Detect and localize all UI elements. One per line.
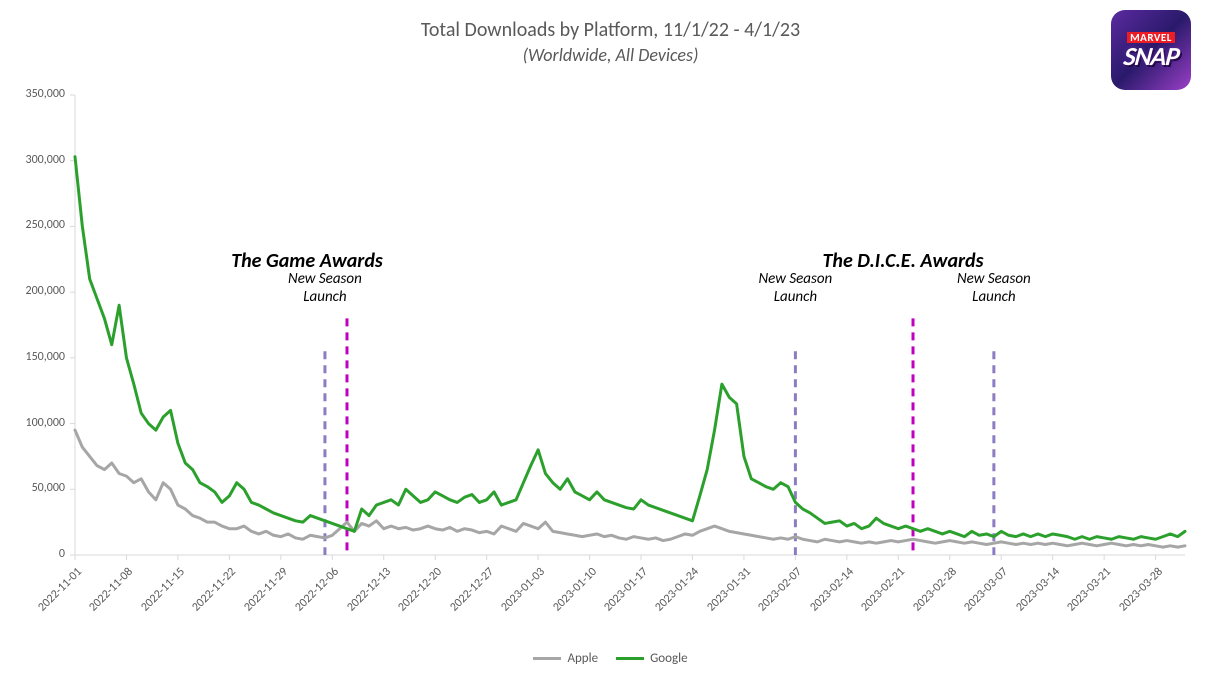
legend: Apple Google [0, 651, 1221, 666]
y-axis-label: 200,000 [5, 284, 65, 298]
chart-title: Total Downloads by Platform, 11/1/22 - 4… [0, 18, 1221, 42]
y-axis-label: 350,000 [5, 87, 65, 101]
legend-label: Google [650, 651, 687, 666]
logo-snap-text: SNAP [1122, 43, 1180, 69]
legend-swatch [533, 657, 561, 660]
event-annotation: New SeasonLaunch [939, 270, 1049, 306]
event-annotation: The Game Awards [197, 249, 417, 273]
legend-swatch [616, 657, 644, 660]
y-axis-label: 100,000 [5, 416, 65, 430]
legend-label: Apple [567, 651, 598, 666]
legend-item: Apple [533, 651, 598, 666]
y-axis-label: 250,000 [5, 218, 65, 232]
chart-subtitle: (Worldwide, All Devices) [0, 44, 1221, 66]
legend-item: Google [616, 651, 687, 666]
y-axis-label: 50,000 [5, 481, 65, 495]
y-axis-label: 0 [5, 547, 65, 561]
y-axis-label: 150,000 [5, 350, 65, 364]
series-line [75, 157, 1185, 539]
y-axis-label: 300,000 [5, 153, 65, 167]
marvel-snap-logo: MARVEL SNAP [1111, 10, 1191, 90]
event-annotation: New SeasonLaunch [270, 270, 380, 306]
chart-svg [75, 95, 1185, 555]
plot-area: 050,000100,000150,000200,000250,000300,0… [75, 95, 1185, 555]
event-annotation: New SeasonLaunch [740, 270, 850, 306]
